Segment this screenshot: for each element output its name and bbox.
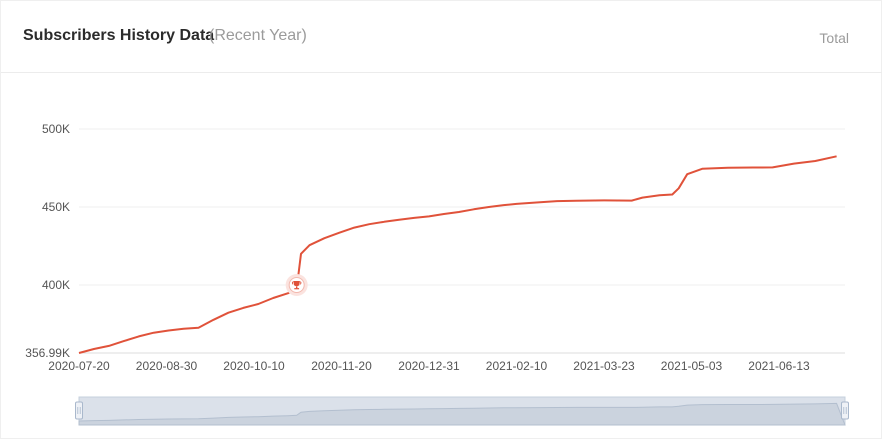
series-line (78, 155, 837, 354)
x-tick-label: 2020-10-10 (223, 359, 285, 373)
trophy-handles (291, 281, 302, 285)
handle-grip[interactable] (841, 401, 849, 420)
range-navigator[interactable] (75, 396, 849, 426)
x-tick-label: 2021-02-10 (486, 359, 548, 373)
y-tick-label: 400K (42, 278, 70, 292)
y-tick-label: 356.99K (25, 346, 70, 360)
grid (79, 128, 845, 354)
x-axis-labels: 2020-07-20 2020-08-30 2020-10-10 2020-11-20… (48, 359, 810, 373)
navigator-handle-left[interactable] (75, 401, 83, 420)
trophy-icon (291, 281, 302, 290)
handle-grip[interactable] (75, 401, 83, 420)
x-tick-label: 2020-08-30 (136, 359, 198, 373)
card-header: Subscribers History Data (Recent Year) T… (1, 1, 882, 73)
navigator-handle-right[interactable] (841, 401, 849, 420)
chart-title: Subscribers History Data (23, 27, 215, 44)
chart-subtitle: (Recent Year) (209, 27, 307, 44)
trophy-stem (295, 286, 298, 289)
total-toggle[interactable]: Total (819, 30, 849, 46)
y-axis-labels: 356.99K 400K 450K 500K (25, 122, 70, 360)
x-tick-label: 2021-03-23 (573, 359, 635, 373)
trophy-base (294, 288, 300, 290)
x-tick-label: 2020-07-20 (48, 359, 110, 373)
x-tick-label: 2021-06-13 (748, 359, 810, 373)
milestone-marker[interactable] (285, 274, 308, 296)
x-tick-label: 2020-11-20 (311, 359, 372, 373)
x-tick-label: 2021-05-03 (661, 359, 723, 373)
navigator-area (78, 402, 846, 426)
y-tick-label: 500K (42, 122, 70, 136)
trophy-cup (293, 281, 300, 287)
x-tick-label: 2020-12-31 (398, 359, 460, 373)
y-tick-label: 450K (42, 200, 70, 214)
series-layer (78, 155, 837, 354)
